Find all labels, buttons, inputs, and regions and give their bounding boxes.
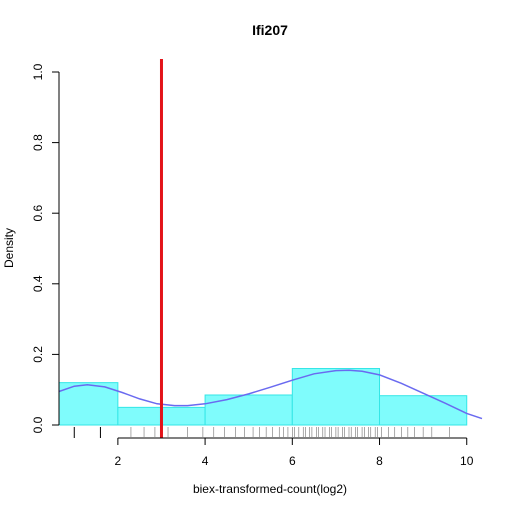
y-tick-label: 0.0 — [31, 416, 45, 433]
y-tick-label: 0.4 — [31, 275, 45, 292]
x-tick-label: 2 — [115, 454, 122, 468]
y-tick-label: 0.2 — [31, 346, 45, 363]
density-curve-layer — [58, 369, 483, 420]
x-tick-label: 6 — [289, 454, 296, 468]
histogram-bar — [58, 382, 119, 426]
y-tick-label: 0.8 — [31, 134, 45, 151]
x-axis-label: biex-transformed-count(log2) — [193, 482, 347, 496]
chart-title: Ifi207 — [252, 22, 288, 38]
rug-marks — [73, 427, 450, 438]
x-axis: 2 4 6 8 10 — [115, 437, 474, 468]
density-curve — [58, 369, 483, 420]
y-tick-label: 1.0 — [31, 63, 45, 80]
y-axis: 0.0 0.2 0.4 0.6 0.8 1.0 — [31, 63, 60, 433]
x-tick-label: 8 — [376, 454, 383, 468]
y-tick-label: 0.6 — [31, 205, 45, 222]
histogram-bar — [204, 394, 293, 426]
histogram-bars — [58, 368, 468, 426]
y-axis-label: Density — [2, 228, 16, 268]
x-tick-label: 10 — [460, 454, 474, 468]
histogram-bar — [291, 368, 381, 426]
x-tick-label: 4 — [202, 454, 209, 468]
histogram-bar — [379, 395, 468, 426]
